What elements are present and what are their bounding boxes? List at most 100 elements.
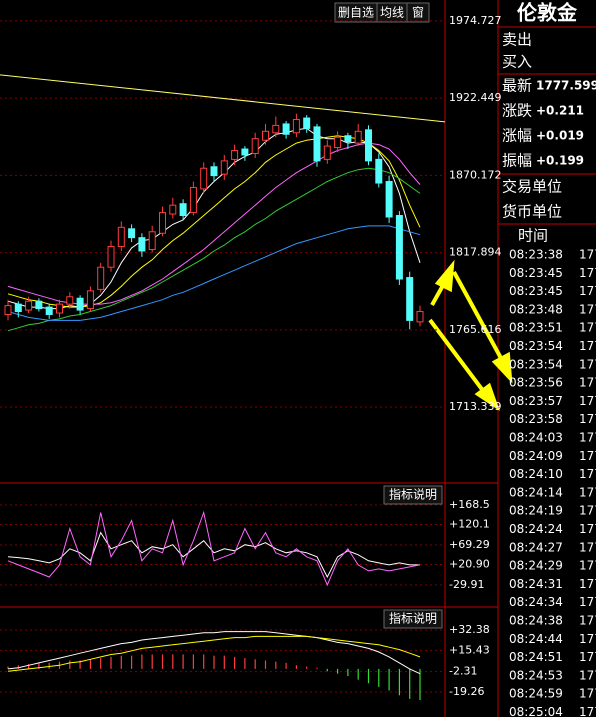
y-tick-label: +15.43 bbox=[449, 643, 490, 656]
tick-price: 177 bbox=[579, 412, 596, 426]
y-tick-label: 1974.727 bbox=[449, 14, 502, 27]
tick-time: 08:24:44 bbox=[509, 632, 563, 646]
candle-body bbox=[159, 212, 166, 234]
candle-body bbox=[148, 231, 156, 250]
tick-price: 177 bbox=[579, 449, 596, 463]
indicator-button[interactable] bbox=[383, 485, 443, 505]
y-tick-label: 1817.894 bbox=[449, 246, 502, 259]
y-tick-label: 1765.616 bbox=[449, 323, 502, 336]
tick-time: 08:24:09 bbox=[509, 449, 563, 463]
y-tick-label: +120.1 bbox=[449, 518, 490, 531]
y-tick-label: 1870.172 bbox=[449, 168, 502, 181]
indicator-line bbox=[7, 127, 421, 310]
tick-price: 177 bbox=[579, 357, 596, 371]
tick-price: 177 bbox=[579, 467, 596, 481]
tick-price: 177 bbox=[579, 522, 596, 536]
tick-price: 177 bbox=[579, 504, 596, 518]
tick-time: 08:24:51 bbox=[509, 650, 563, 664]
tick-time: 08:24:34 bbox=[509, 595, 563, 609]
instrument-title: 伦敦金 bbox=[517, 1, 578, 25]
indicator-button-label[interactable]: 指标说明 bbox=[389, 611, 437, 626]
quote-label: 振幅 bbox=[502, 152, 532, 170]
quote-label: 买入 bbox=[502, 53, 532, 71]
candle-body bbox=[365, 129, 372, 162]
tick-time: 08:23:38 bbox=[509, 248, 563, 262]
quote-value: +0.211 bbox=[536, 104, 584, 118]
y-tick-label: -19.26 bbox=[449, 685, 484, 698]
tick-time: 08:23:57 bbox=[509, 394, 563, 408]
tick-time: 08:24:19 bbox=[509, 504, 563, 518]
candle-body bbox=[169, 204, 177, 215]
tick-price: 177 bbox=[579, 302, 596, 316]
tick-time: 08:23:54 bbox=[509, 357, 563, 371]
indicator-line bbox=[7, 135, 421, 308]
quote-value: +0.019 bbox=[536, 129, 584, 143]
indicator-button-label[interactable]: 指标说明 bbox=[389, 487, 437, 502]
tick-price: 177 bbox=[579, 284, 596, 298]
candle-body bbox=[241, 148, 249, 156]
y-tick-label: +168.5 bbox=[449, 498, 490, 511]
toolbar-label[interactable]: 窗 bbox=[412, 6, 424, 20]
candle-body bbox=[334, 136, 342, 149]
candle-body bbox=[56, 303, 63, 314]
candle-body bbox=[200, 167, 208, 190]
indicator-line bbox=[7, 225, 421, 321]
tick-price: 177 bbox=[579, 632, 596, 646]
quote-label: 交易单位 bbox=[502, 178, 562, 196]
tick-time: 08:23:45 bbox=[509, 266, 563, 280]
candle-body bbox=[35, 300, 43, 310]
indicator-button[interactable] bbox=[383, 609, 443, 629]
quote-value: +0.199 bbox=[536, 154, 584, 168]
candle-body bbox=[128, 228, 136, 239]
candle-body bbox=[45, 306, 53, 315]
tick-price: 177 bbox=[579, 650, 596, 664]
candle-body bbox=[179, 203, 187, 217]
tick-time: 08:24:14 bbox=[509, 485, 563, 499]
candle-body bbox=[76, 297, 84, 311]
tick-time: 08:24:38 bbox=[509, 614, 563, 628]
annotation-arrows bbox=[428, 259, 513, 411]
toolbar-button[interactable] bbox=[406, 2, 430, 23]
tick-time: 08:24:03 bbox=[509, 431, 563, 445]
tick-time: 08:24:59 bbox=[509, 687, 563, 701]
indicator-line bbox=[7, 635, 421, 672]
candle-body bbox=[282, 123, 290, 135]
time-header: 时间 bbox=[518, 227, 548, 245]
y-tick-label: +20.90 bbox=[449, 558, 490, 571]
tick-time: 08:23:45 bbox=[509, 284, 563, 298]
toolbar-label[interactable]: 均线 bbox=[380, 6, 404, 20]
tick-price: 177 bbox=[579, 559, 596, 573]
y-tick-label: 1922.449 bbox=[449, 91, 502, 104]
tick-time: 08:23:51 bbox=[509, 321, 563, 335]
quote-label: 最新 bbox=[502, 77, 532, 95]
quote-label: 卖出 bbox=[502, 31, 532, 49]
candle-body bbox=[66, 296, 74, 305]
y-tick-label: -2.31 bbox=[449, 665, 477, 678]
candle-body bbox=[189, 186, 197, 214]
tick-price: 177 bbox=[579, 485, 596, 499]
tick-price: 177 bbox=[579, 376, 596, 390]
indicator-line bbox=[7, 531, 420, 579]
tick-time: 08:23:48 bbox=[509, 302, 563, 316]
candle-body bbox=[4, 305, 12, 315]
tick-price: 177 bbox=[579, 394, 596, 408]
candle-body bbox=[272, 124, 280, 134]
candle-body bbox=[117, 226, 125, 248]
tick-price: 177 bbox=[579, 540, 596, 554]
candle-body bbox=[395, 215, 403, 280]
candle-body bbox=[86, 290, 94, 310]
indicator-line bbox=[7, 167, 421, 332]
tick-time: 08:24:10 bbox=[509, 467, 563, 481]
candle-body bbox=[262, 130, 269, 141]
tick-time: 08:24:27 bbox=[509, 540, 563, 554]
candle-body bbox=[25, 300, 33, 311]
tick-price: 177 bbox=[579, 668, 596, 682]
tick-price: 177 bbox=[579, 705, 596, 717]
tick-time: 08:25:04 bbox=[509, 705, 563, 717]
tick-price: 177 bbox=[579, 577, 596, 591]
candle-body bbox=[354, 130, 362, 144]
candle-body bbox=[292, 119, 300, 134]
candle-body bbox=[313, 126, 321, 162]
toolbar-label[interactable]: 删自选 bbox=[338, 6, 374, 20]
